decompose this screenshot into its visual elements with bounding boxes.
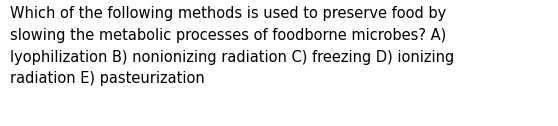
- Text: Which of the following methods is used to preserve food by
slowing the metabolic: Which of the following methods is used t…: [10, 6, 454, 86]
